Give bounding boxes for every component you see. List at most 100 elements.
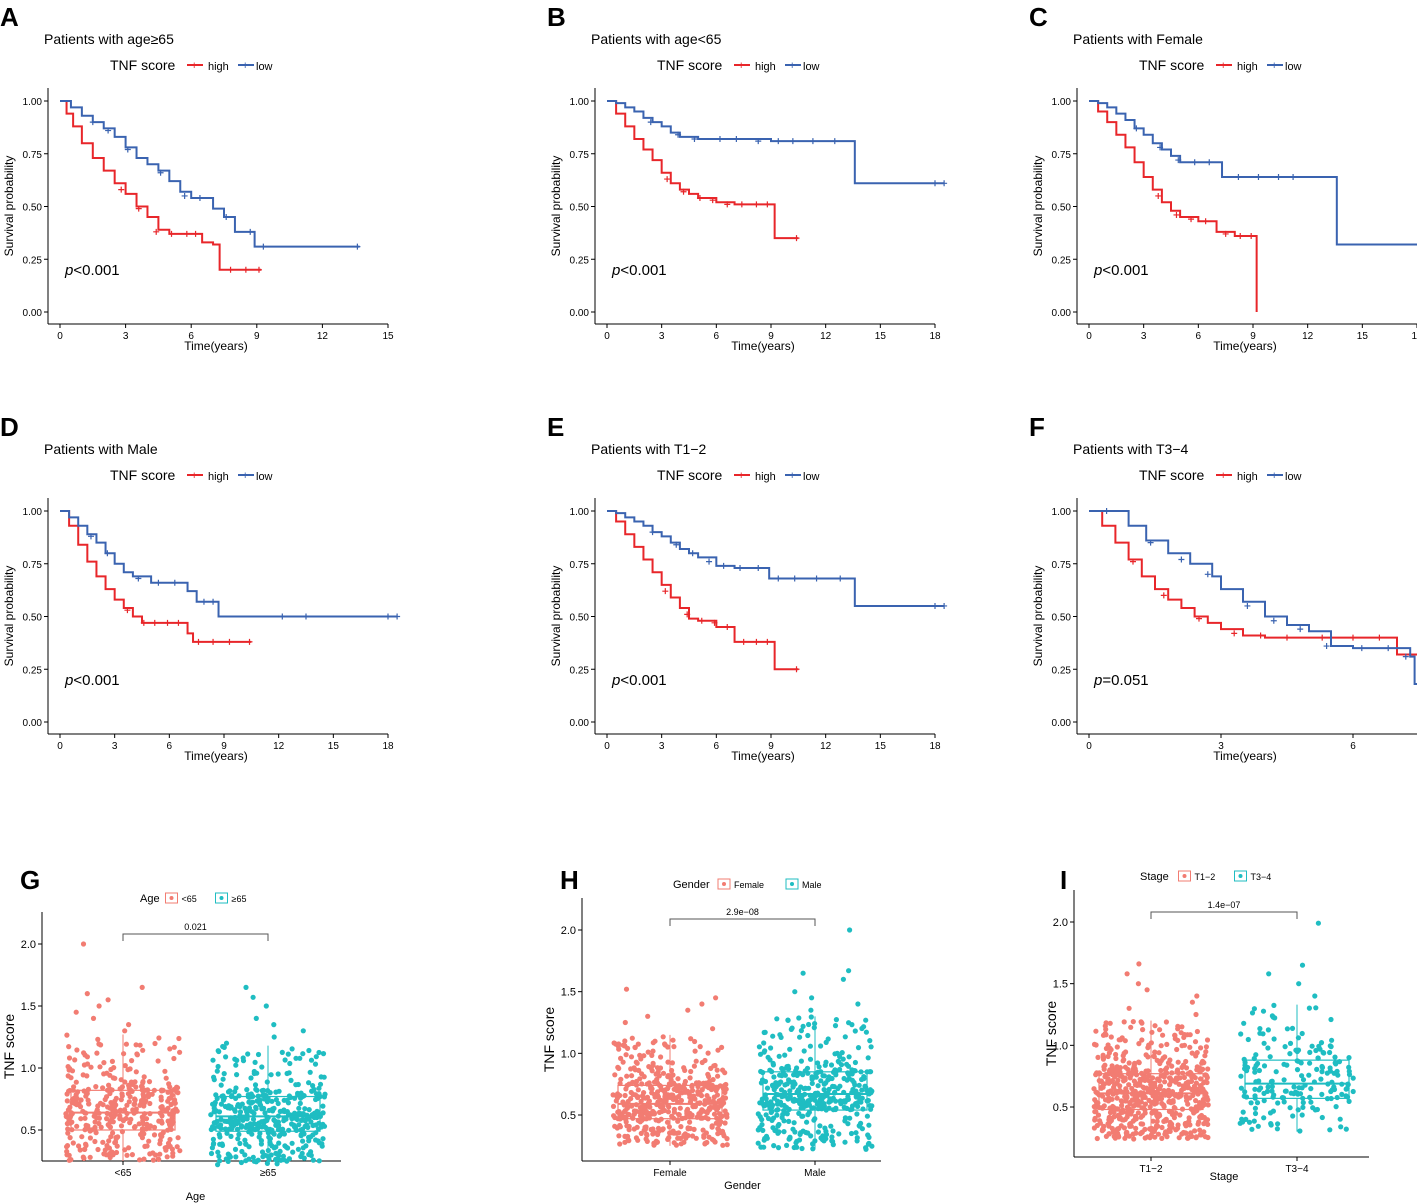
data-point — [141, 1074, 147, 1080]
data-point — [76, 1143, 82, 1149]
data-point — [1117, 1065, 1123, 1071]
data-point — [809, 1080, 815, 1086]
y-axis-label: Survival probability — [2, 566, 16, 667]
data-point — [1095, 1054, 1101, 1060]
data-point — [316, 1120, 322, 1126]
data-point — [1180, 1062, 1187, 1068]
outlier-point — [710, 1026, 716, 1032]
plot-title: Patients with T3−4 — [1073, 441, 1189, 457]
data-point — [301, 1131, 307, 1137]
y-tick-label: 0.75 — [570, 150, 590, 161]
data-point — [1105, 1053, 1111, 1060]
data-point — [95, 1103, 101, 1109]
y-tick-label: 1.5 — [21, 1001, 36, 1013]
data-point — [1246, 1119, 1253, 1125]
data-point — [774, 1112, 780, 1118]
data-point — [849, 1022, 855, 1028]
data-point — [293, 1055, 299, 1061]
data-point — [702, 1083, 708, 1089]
data-point — [264, 1117, 270, 1123]
data-point — [272, 1118, 278, 1124]
data-point — [266, 1107, 272, 1113]
data-point — [269, 1098, 275, 1104]
data-point — [208, 1126, 214, 1133]
data-point — [818, 1043, 824, 1049]
censor-mark-high — [698, 617, 705, 624]
data-point — [147, 1151, 153, 1157]
data-point — [109, 1117, 115, 1123]
data-point — [1119, 1102, 1125, 1109]
legend-title: Gender — [673, 879, 710, 891]
data-point — [122, 1107, 128, 1113]
data-point — [1126, 1082, 1132, 1088]
p-value-text: p<0.001 — [611, 672, 667, 689]
data-point — [1196, 1119, 1202, 1125]
data-point — [645, 1049, 651, 1055]
data-point — [793, 1068, 799, 1074]
jitter-points-0 — [63, 941, 183, 1163]
data-point — [650, 1062, 656, 1068]
data-point — [610, 1092, 616, 1098]
legend-plus-high: + — [1220, 470, 1226, 482]
data-point — [211, 1077, 217, 1083]
censor-mark-low — [279, 613, 286, 620]
censor-mark-low — [720, 562, 727, 569]
km-panel-c: C Patients with Female TNF score + high + low 0… — [1029, 2, 1417, 353]
data-point — [822, 1125, 828, 1131]
data-point — [688, 1068, 694, 1075]
data-point — [1131, 1078, 1137, 1084]
data-point — [828, 1062, 835, 1068]
data-point — [152, 1040, 158, 1047]
data-point — [132, 1124, 138, 1130]
data-point — [724, 1111, 730, 1117]
data-point — [617, 1141, 623, 1147]
data-point — [233, 1154, 239, 1160]
data-point — [155, 1058, 161, 1064]
data-point — [255, 1051, 262, 1058]
data-point — [1142, 1135, 1148, 1141]
data-point — [276, 1133, 282, 1139]
data-point — [804, 1119, 810, 1125]
y-axis-label: TNF score — [541, 1007, 557, 1073]
data-point — [707, 1106, 713, 1112]
data-point — [288, 1077, 294, 1083]
data-point — [1300, 1100, 1306, 1106]
data-point — [797, 1034, 803, 1040]
data-point — [1193, 1098, 1199, 1104]
data-point — [771, 1074, 777, 1080]
box-iqr — [762, 1071, 868, 1111]
data-point — [1175, 1037, 1181, 1043]
data-point — [67, 1066, 73, 1072]
legend-label-high: high — [208, 61, 229, 73]
data-point — [321, 1123, 328, 1129]
data-point — [1092, 1115, 1098, 1121]
data-point — [842, 1034, 848, 1040]
censor-mark-low — [1358, 645, 1365, 652]
data-point — [1308, 1099, 1314, 1105]
y-axis-label: Survival probability — [549, 156, 563, 257]
data-point — [806, 1101, 812, 1108]
data-point — [1253, 1063, 1259, 1069]
data-point — [611, 1040, 617, 1046]
data-point — [1123, 1130, 1129, 1136]
data-point — [1174, 1046, 1180, 1053]
data-point — [682, 1089, 688, 1095]
data-point — [1131, 1064, 1137, 1070]
data-point — [86, 1101, 92, 1107]
box-iqr — [70, 1089, 176, 1131]
data-point — [248, 1075, 254, 1081]
p-value-text: p<0.001 — [1093, 262, 1149, 279]
data-point — [238, 1159, 244, 1166]
data-point — [164, 1154, 170, 1160]
data-point — [633, 1109, 639, 1115]
y-axis-label: Survival probability — [1031, 156, 1045, 257]
data-point — [1129, 1085, 1135, 1092]
data-point — [1319, 1091, 1325, 1097]
data-point — [233, 1062, 239, 1068]
data-point — [798, 1105, 804, 1111]
data-point — [618, 1055, 624, 1061]
data-point — [718, 1097, 724, 1103]
data-point — [76, 1101, 82, 1107]
data-point — [632, 1067, 638, 1073]
data-point — [665, 1059, 671, 1065]
